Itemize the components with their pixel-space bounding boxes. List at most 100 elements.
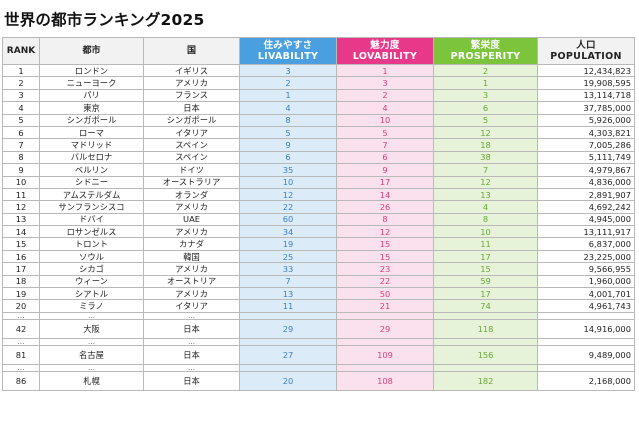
cell-lovability: 7 xyxy=(336,138,434,152)
table-row: 16 ソウル 韓国 25 15 17 23,225,000 xyxy=(2,249,635,264)
header-livability: 住みやすさ LIVABILITY xyxy=(239,37,337,65)
cell-lovability: 15 xyxy=(336,249,434,264)
table-row: 19 シアトル アメリカ 13 50 17 4,001,701 xyxy=(2,287,635,301)
cell-country: イタリア xyxy=(143,299,240,313)
cell-livability xyxy=(239,363,337,372)
cell-prosperity: 17 xyxy=(433,249,538,264)
cell-prosperity: 4 xyxy=(433,200,538,214)
city-ranking-table: RANK 都市 国 住みやすさ LIVABILITY 魅力度 LOVABILIT… xyxy=(2,37,635,391)
table-row: 14 ロサンゼルス アメリカ 34 12 10 13,111,917 xyxy=(2,225,635,239)
cell-lovability: 29 xyxy=(336,318,434,339)
cell-country: アメリカ xyxy=(143,200,240,214)
cell-population: 19,908,595 xyxy=(537,76,635,90)
cell-rank: 16 xyxy=(2,249,40,264)
table-row: 18 ウィーン オーストリア 7 22 59 1,960,000 xyxy=(2,274,635,289)
cell-lovability: 5 xyxy=(336,125,434,140)
cell-livability: 11 xyxy=(239,299,337,313)
cell-livability: 6 xyxy=(239,150,337,165)
cell-prosperity xyxy=(433,311,538,320)
cell-country: 日本 xyxy=(143,318,240,339)
cell-lovability: 3 xyxy=(336,76,434,90)
header-lovability-en: LOVABILITY xyxy=(352,51,418,62)
table-row: 20 ミラノ イタリア 11 21 74 4,961,743 xyxy=(2,299,635,313)
cell-city: ローマ xyxy=(39,125,144,140)
cell-rank: 42 xyxy=(2,318,40,339)
table-row: 42 大阪 日本 29 29 118 14,916,000 xyxy=(2,318,635,339)
cell-prosperity: 18 xyxy=(433,138,538,152)
cell-rank: 4 xyxy=(2,101,40,115)
cell-livability: 22 xyxy=(239,200,337,214)
cell-lovability: 26 xyxy=(336,200,434,214)
cell-rank: 14 xyxy=(2,225,40,239)
cell-population: 7,005,286 xyxy=(537,138,635,152)
table-row: 17 シカゴ アメリカ 33 23 15 9,566,955 xyxy=(2,262,635,276)
cell-city: パリ xyxy=(39,88,144,103)
ellipsis-row: ……… xyxy=(2,363,635,372)
table-row: 2 ニューヨーク アメリカ 2 3 1 19,908,595 xyxy=(2,76,635,90)
cell-livability: 35 xyxy=(239,163,337,177)
cell-country: UAE xyxy=(143,212,240,227)
cell-rank: … xyxy=(2,311,40,320)
cell-livability: 60 xyxy=(239,212,337,227)
cell-rank: 86 xyxy=(2,370,40,391)
cell-prosperity: 156 xyxy=(433,344,538,365)
cell-country: カナダ xyxy=(143,237,240,251)
cell-population: 4,692,242 xyxy=(537,200,635,214)
cell-city: 東京 xyxy=(39,101,144,115)
page-title: 世界の都市ランキング2025 xyxy=(4,11,205,29)
ellipsis-row: ……… xyxy=(2,337,635,346)
cell-country: オーストラリア xyxy=(143,175,240,189)
header-population-jp: 人口 xyxy=(576,40,596,51)
cell-livability: 7 xyxy=(239,274,337,289)
cell-livability: 10 xyxy=(239,175,337,189)
cell-city: ロンドン xyxy=(39,63,144,78)
cell-rank: 8 xyxy=(2,150,40,165)
cell-lovability: 12 xyxy=(336,225,434,239)
cell-livability: 3 xyxy=(239,63,337,78)
table-row: 11 アムステルダム オランダ 12 14 13 2,891,907 xyxy=(2,187,635,202)
cell-prosperity: 15 xyxy=(433,262,538,276)
cell-livability: 33 xyxy=(239,262,337,276)
cell-lovability: 4 xyxy=(336,101,434,115)
cell-population: 1,960,000 xyxy=(537,274,635,289)
header-livability-jp: 住みやすさ xyxy=(263,40,313,51)
cell-population: 14,916,000 xyxy=(537,318,635,339)
cell-rank: 9 xyxy=(2,163,40,177)
cell-prosperity: 38 xyxy=(433,150,538,165)
cell-rank: 6 xyxy=(2,125,40,140)
cell-country: スペイン xyxy=(143,138,240,152)
table-row: 6 ローマ イタリア 5 5 12 4,303,821 xyxy=(2,125,635,140)
header-country: 国 xyxy=(143,37,240,65)
cell-livability: 27 xyxy=(239,344,337,365)
cell-rank: 2 xyxy=(2,76,40,90)
table-row: 4 東京 日本 4 4 6 37,785,000 xyxy=(2,101,635,115)
header-prosperity: 繁栄度 PROSPERITY xyxy=(433,37,538,65)
cell-city: … xyxy=(39,311,144,320)
cell-livability: 9 xyxy=(239,138,337,152)
cell-rank: 20 xyxy=(2,299,40,313)
header-lovability: 魅力度 LOVABILITY xyxy=(336,37,434,65)
header-prosperity-en: PROSPERITY xyxy=(450,51,521,62)
cell-rank: … xyxy=(2,363,40,372)
cell-livability: 2 xyxy=(239,76,337,90)
cell-livability: 4 xyxy=(239,101,337,115)
cell-prosperity: 3 xyxy=(433,88,538,103)
cell-population: 6,837,000 xyxy=(537,237,635,251)
cell-country: 日本 xyxy=(143,101,240,115)
cell-livability: 12 xyxy=(239,187,337,202)
cell-city: シドニー xyxy=(39,175,144,189)
table-row: 7 マドリッド スペイン 9 7 18 7,005,286 xyxy=(2,138,635,152)
cell-population: 37,785,000 xyxy=(537,101,635,115)
cell-prosperity: 13 xyxy=(433,187,538,202)
cell-population: 12,434,823 xyxy=(537,63,635,78)
cell-lovability: 15 xyxy=(336,237,434,251)
cell-rank: 7 xyxy=(2,138,40,152)
cell-population: 5,926,000 xyxy=(537,113,635,127)
cell-population: 9,489,000 xyxy=(537,344,635,365)
cell-prosperity: 74 xyxy=(433,299,538,313)
cell-lovability: 2 xyxy=(336,88,434,103)
cell-population: 2,891,907 xyxy=(537,187,635,202)
cell-rank: 3 xyxy=(2,88,40,103)
cell-population xyxy=(537,363,635,372)
cell-country: スペイン xyxy=(143,150,240,165)
